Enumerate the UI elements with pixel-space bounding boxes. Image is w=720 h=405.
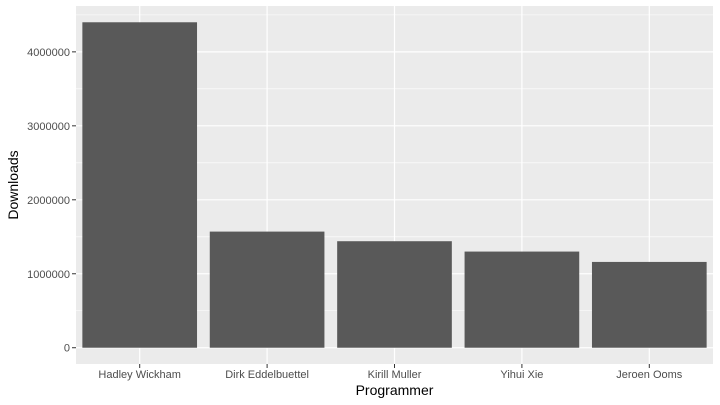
x-tick-label: Dirk Eddelbuettel (225, 369, 309, 381)
y-tick-label: 2000000 (27, 195, 70, 207)
bar-1 (209, 231, 325, 348)
bar-3 (464, 251, 580, 348)
y-tick-label: 3000000 (27, 121, 70, 133)
bar-4 (591, 261, 707, 348)
x-tick-label: Yihui Xie (500, 369, 543, 381)
y-axis: 0 1000000 2000000 3000000 4000000 (27, 47, 76, 355)
x-axis: Hadley Wickham Dirk Eddelbuettel Kirill Mu… (98, 364, 683, 381)
y-tick-label: 4000000 (27, 47, 70, 59)
bar-2 (337, 241, 452, 348)
y-axis-title: Downloads (5, 150, 21, 219)
bar-0 (82, 22, 198, 348)
x-axis-title: Programmer (356, 382, 434, 398)
x-tick-label: Jeroen Ooms (616, 369, 683, 381)
x-tick-label: Hadley Wickham (98, 369, 181, 381)
y-tick-label: 1000000 (27, 269, 70, 281)
y-tick-label: 0 (64, 343, 70, 355)
x-tick-label: Kirill Muller (368, 369, 422, 381)
bars (82, 22, 707, 348)
